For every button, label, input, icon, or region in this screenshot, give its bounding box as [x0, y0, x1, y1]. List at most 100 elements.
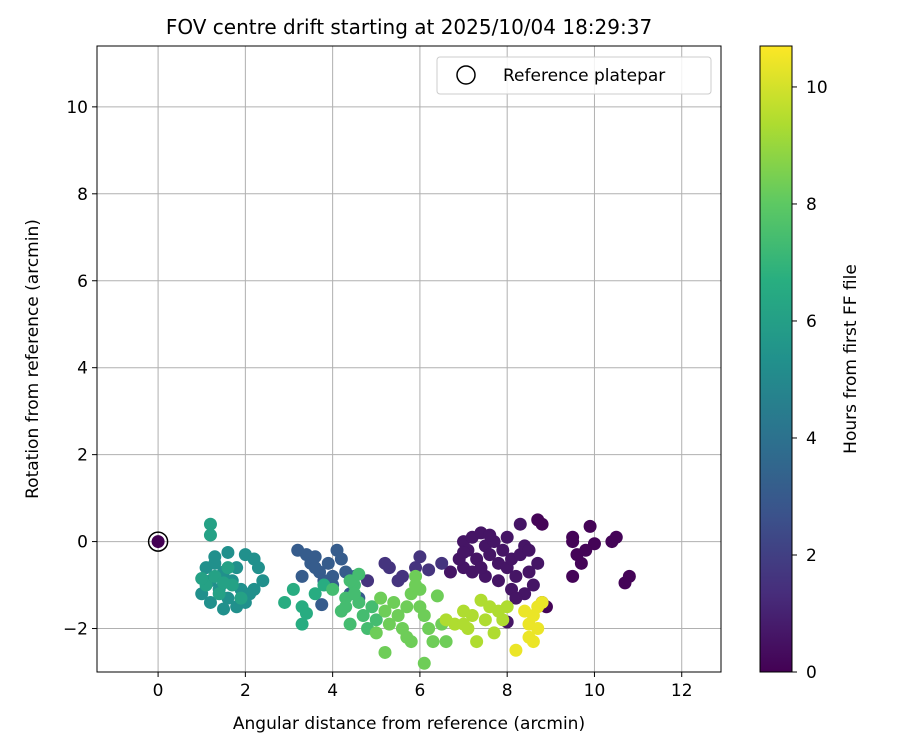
data-point	[470, 635, 484, 649]
data-point	[343, 617, 357, 631]
data-point	[315, 598, 329, 612]
data-point	[435, 556, 449, 570]
data-point	[439, 635, 453, 649]
data-point	[208, 550, 222, 564]
data-point	[409, 578, 423, 592]
data-point	[217, 576, 231, 590]
data-point	[491, 574, 505, 588]
data-point	[308, 587, 322, 601]
x-axis-label: Angular distance from reference (arcmin)	[233, 714, 585, 734]
data-point	[286, 582, 300, 596]
data-point	[574, 556, 588, 570]
data-point	[378, 556, 392, 570]
legend-marker-circle	[456, 65, 476, 85]
data-point	[443, 565, 457, 579]
x-tick-label: 6	[414, 681, 425, 701]
data-point	[522, 565, 536, 579]
data-point	[339, 600, 353, 614]
data-point	[203, 517, 217, 531]
data-point	[417, 656, 431, 670]
colorbar-gradient	[759, 45, 793, 673]
data-point	[217, 602, 231, 616]
x-axis: 0 2 4 6 8 10 12	[153, 672, 693, 701]
data-point	[522, 630, 536, 644]
data-point	[326, 569, 340, 583]
colorbar-tick-label: 2	[806, 546, 817, 566]
data-point	[278, 595, 292, 609]
reference-point	[151, 535, 165, 549]
data-point	[566, 530, 580, 544]
y-tick-label: 2	[77, 446, 88, 466]
data-point	[413, 550, 427, 564]
data-point	[369, 613, 383, 627]
data-point	[426, 635, 440, 649]
y-axis: −2 0 2 4 6 8 10	[63, 98, 97, 640]
data-point	[618, 576, 632, 590]
data-point	[496, 543, 510, 557]
reference-ring	[147, 531, 169, 552]
data-point	[531, 556, 545, 570]
data-point	[347, 587, 361, 601]
x-tick-label: 12	[671, 681, 693, 701]
x-tick-label: 8	[502, 681, 513, 701]
colorbar-ticks: 0 2 4 6 8 10	[792, 78, 828, 683]
x-tick-label: 10	[584, 681, 606, 701]
data-point	[369, 626, 383, 640]
data-point	[500, 600, 514, 614]
reference-marker-layer	[147, 531, 169, 552]
data-point	[212, 587, 226, 601]
data-point	[483, 548, 497, 562]
data-point	[247, 582, 261, 596]
data-point	[382, 617, 396, 631]
data-point	[308, 550, 322, 564]
data-point	[391, 608, 405, 622]
data-point	[422, 563, 436, 577]
data-point	[439, 613, 453, 627]
legend-label: Reference platepar	[503, 66, 665, 86]
data-point	[583, 519, 597, 533]
data-point	[500, 530, 514, 544]
plot-frame	[96, 45, 722, 673]
data-point	[321, 556, 335, 570]
x-tick-label: 4	[327, 681, 338, 701]
data-point	[526, 578, 540, 592]
data-points	[195, 513, 636, 670]
data-point	[566, 569, 580, 583]
data-point	[295, 569, 309, 583]
x-tick-label: 2	[240, 681, 251, 701]
data-point	[404, 635, 418, 649]
data-point	[531, 513, 545, 527]
colorbar-tick-label: 6	[806, 312, 817, 332]
data-point	[609, 530, 623, 544]
colorbar: 0 2 4 6 8 10 Hours from first FF file	[759, 45, 861, 683]
data-point	[513, 517, 527, 531]
data-point	[422, 622, 436, 636]
data-point	[203, 528, 217, 542]
data-point	[391, 574, 405, 588]
data-point	[299, 606, 313, 620]
data-point	[522, 543, 536, 557]
data-point	[496, 613, 510, 627]
data-point	[487, 626, 501, 640]
data-point	[509, 569, 523, 583]
data-point	[430, 589, 444, 603]
y-tick-label: 10	[66, 98, 88, 118]
data-point	[221, 561, 235, 575]
y-axis-label: Rotation from reference (arcmin)	[23, 219, 43, 499]
data-point	[387, 595, 401, 609]
colorbar-tick-label: 4	[806, 429, 817, 449]
data-point	[535, 595, 549, 609]
data-point	[256, 574, 270, 588]
data-point	[203, 595, 217, 609]
chart-title: FOV centre drift starting at 2025/10/04 …	[166, 15, 652, 39]
colorbar-tick-label: 10	[806, 78, 828, 98]
data-point	[334, 552, 348, 566]
data-point	[234, 591, 248, 605]
y-tick-label: 8	[77, 185, 88, 205]
grid	[97, 46, 721, 672]
data-point	[465, 608, 479, 622]
colorbar-tick-label: 8	[806, 195, 817, 215]
data-point	[326, 582, 340, 596]
colorbar-label: Hours from first FF file	[841, 264, 861, 454]
